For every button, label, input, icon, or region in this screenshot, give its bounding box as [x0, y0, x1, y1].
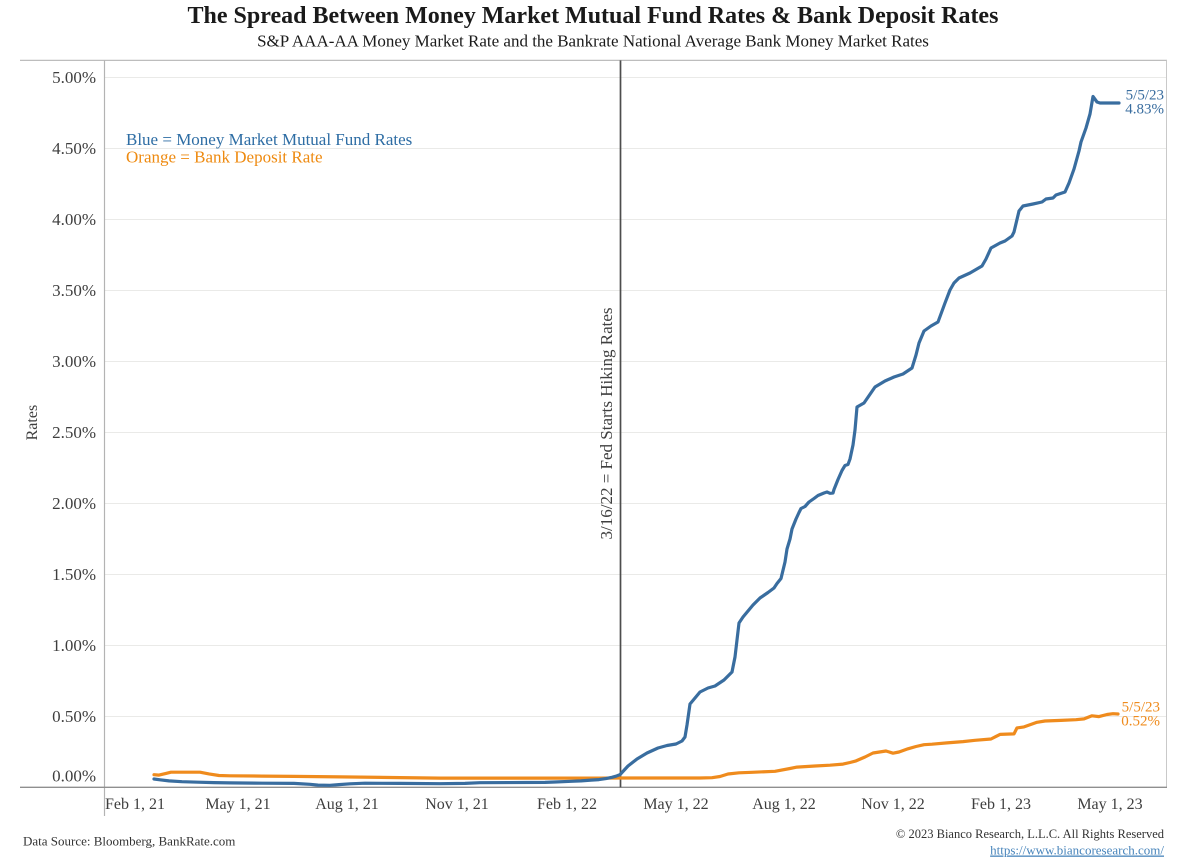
svg-text:0.50%: 0.50% [52, 707, 96, 726]
svg-text:2.50%: 2.50% [52, 423, 96, 442]
svg-text:Nov 1, 22: Nov 1, 22 [861, 796, 925, 813]
svg-text:https://www.biancoresearch.com: https://www.biancoresearch.com/ [990, 843, 1164, 858]
svg-text:Orange = Bank Deposit Rate: Orange = Bank Deposit Rate [126, 148, 323, 167]
svg-text:Feb 1, 23: Feb 1, 23 [971, 796, 1031, 813]
svg-text:3.00%: 3.00% [52, 352, 96, 371]
svg-text:1.00%: 1.00% [52, 636, 96, 655]
svg-text:Aug 1, 22: Aug 1, 22 [752, 796, 816, 813]
svg-text:S&P AAA-AA Money Market Rate a: S&P AAA-AA Money Market Rate and the Ban… [257, 32, 929, 51]
svg-text:5.00%: 5.00% [52, 68, 96, 87]
svg-text:May 1, 21: May 1, 21 [205, 796, 270, 813]
svg-text:1.50%: 1.50% [52, 565, 96, 584]
svg-text:The Spread Between Money Marke: The Spread Between Money Market Mutual F… [188, 3, 999, 29]
svg-text:0.52%: 0.52% [1121, 714, 1160, 730]
svg-text:Feb 1, 21: Feb 1, 21 [105, 796, 165, 813]
svg-text:5/5/23: 5/5/23 [1122, 700, 1160, 716]
svg-text:4.00%: 4.00% [52, 210, 96, 229]
svg-text:Feb 1, 22: Feb 1, 22 [537, 796, 597, 813]
svg-text:Data Source: Bloomberg, BankRa: Data Source: Bloomberg, BankRate.com [23, 834, 235, 849]
svg-text:May 1, 22: May 1, 22 [643, 796, 708, 813]
svg-text:May 1, 23: May 1, 23 [1077, 796, 1142, 813]
svg-text:4.50%: 4.50% [52, 139, 96, 158]
svg-text:3/16/22 = Fed Starts Hiking Ra: 3/16/22 = Fed Starts Hiking Rates [597, 308, 616, 540]
svg-text:© 2023 Bianco Research, L.L.C.: © 2023 Bianco Research, L.L.C. All Right… [896, 827, 1165, 841]
svg-text:Rates: Rates [24, 405, 41, 441]
svg-text:4.83%: 4.83% [1125, 102, 1164, 118]
svg-text:2.00%: 2.00% [52, 494, 96, 513]
svg-text:Blue = Money Market Mutual Fun: Blue = Money Market Mutual Fund Rates [126, 130, 412, 149]
svg-text:Aug 1, 21: Aug 1, 21 [315, 796, 379, 813]
svg-text:0.00%: 0.00% [52, 767, 96, 786]
svg-text:5/5/23: 5/5/23 [1126, 88, 1164, 104]
svg-text:3.50%: 3.50% [52, 281, 96, 300]
svg-text:Nov 1, 21: Nov 1, 21 [425, 796, 489, 813]
